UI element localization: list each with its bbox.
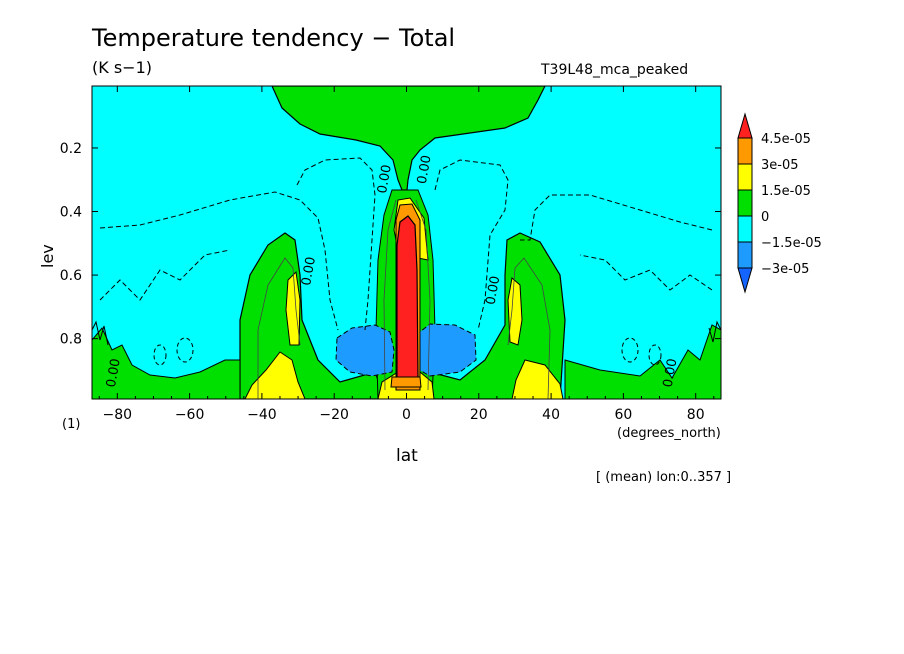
y-tick-label-0: 0.2 [60,141,82,157]
contour-polar-spike-right [708,320,721,343]
contour-label-3: 0.00 [484,275,504,306]
region-boundary-cooling-right [415,323,477,377]
colorbar-swatch-1 [737,137,753,165]
region-surface-warming-right [511,359,564,399]
run-name: T39L48_mca_peaked [541,62,689,78]
contour-dashed-cell-2 [153,344,167,366]
contour-inner-right-lobe [507,257,551,399]
region-polar-right [564,324,721,399]
x-axis-label: lat [396,446,418,466]
contour-inner-equator-left [383,199,397,391]
colorbar-label-3: 0 [761,210,769,225]
x-tick-label-5: 20 [470,407,488,423]
contour-label-4: 0.00 [104,357,124,388]
region-equatorial-heating-core [396,215,419,381]
colorbar-label-1: 3e-05 [761,158,799,173]
x-tick-label-3: −20 [319,407,349,423]
x-tick-label-4: 0 [402,407,411,423]
contour-dashed-right-inner [434,159,509,331]
contour-label-2: 0.00 [299,256,319,287]
colorbar-arrow-top [737,112,753,139]
contour-inner-equator-right [415,199,431,391]
chart-title: Temperature tendency − Total [92,24,456,52]
chart-units: (K s−1) [92,58,152,77]
colorbar-label-4: −1.5e-05 [761,236,822,251]
y-tick-label-1: 0.4 [60,205,82,221]
contour-dashed-right-mid [579,254,713,291]
contour-polar-spike-left [92,320,109,346]
y-tick-label-2: 0.6 [60,268,82,284]
plot-area [92,86,721,399]
contour-dashed-left-inner [296,157,376,331]
colorbar-swatch-4 [737,215,753,243]
x-tick-label-8: 80 [687,407,705,423]
contour-dashed-cell-4 [648,344,662,366]
contour-label-1: 0.00 [415,154,435,185]
colorbar-label-2: 1.5e-05 [761,184,811,199]
contour-inner-left-lobe [257,257,301,399]
contour-label-0: 0.00 [375,164,395,195]
x-tick-label-2: −40 [247,407,277,423]
y-tick-label-3: 0.8 [60,332,82,348]
colorbar-swatch-2 [737,163,753,191]
colorbar-swatch-3 [737,189,753,217]
contour-labels: 0.00 0.00 0.00 0.00 0.00 0.00 [104,154,681,388]
y-axis-ticks: 0.2 0.4 0.6 0.8 [60,141,721,348]
level-note: (1) [62,417,81,432]
colorbar-arrow-bottom [737,267,753,294]
x-axis-ticks: −80 −60 −40 −20 0 20 40 60 80 [98,86,715,423]
region-stratosphere-warming [271,86,546,191]
region-upper-warming-right [507,277,523,346]
region-polar-left [92,327,241,399]
region-upper-warming-left [285,270,301,346]
contour-dashed-right-outer [520,194,713,241]
region-surface-warming-left [244,351,306,399]
x-tick-label-1: −60 [175,407,205,423]
contour-dashed-left-outer [99,191,339,331]
contour-dashed-cell-1 [176,337,194,363]
colorbar-label-5: −3e-05 [761,262,809,277]
colorbar-swatch-5 [737,241,753,269]
averaging-note: [ (mean) lon:0..357 ] [596,470,732,485]
x-tick-label-7: 60 [614,407,632,423]
x-axis-units: (degrees_north) [617,426,721,441]
region-surface-orange-strip [390,376,422,388]
region-boundary-cooling-left [335,324,395,377]
contour-label-5: 0.00 [661,357,681,388]
colorbar-label-0: 4.5e-05 [761,132,811,147]
x-tick-label-0: −80 [103,407,133,423]
contour-dashed-cell-3 [621,337,639,363]
x-tick-label-6: 40 [542,407,560,423]
contour-dashed-left-mid [99,249,231,301]
colorbar: 4.5e-05 3e-05 1.5e-05 0 −1.5e-05 −3e-05 [737,112,822,294]
